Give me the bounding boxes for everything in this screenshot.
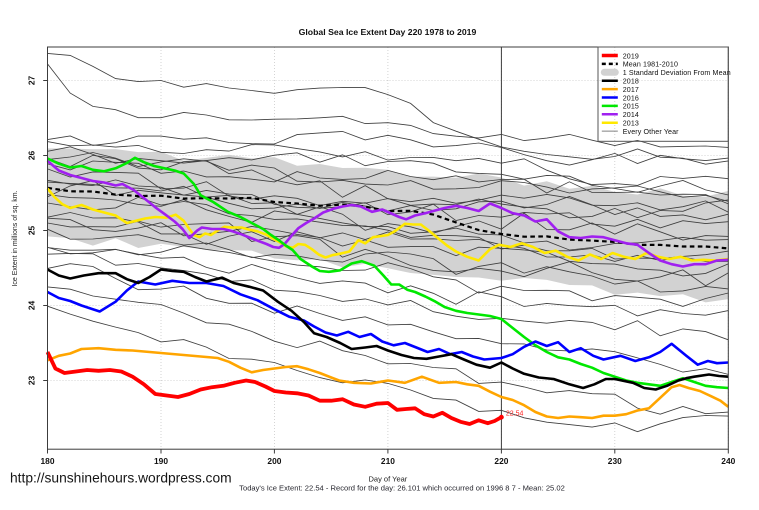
svg-text:26: 26: [27, 151, 37, 161]
svg-text:190: 190: [154, 456, 168, 466]
svg-text:2014: 2014: [623, 111, 639, 119]
svg-text:Ice Extent in millions of sq.: Ice Extent in millions of sq. km.: [12, 190, 19, 286]
svg-text:Day of Year: Day of Year: [369, 474, 408, 483]
svg-text:2018: 2018: [623, 78, 639, 86]
svg-text:2015: 2015: [623, 103, 639, 111]
svg-text:210: 210: [381, 456, 395, 466]
svg-text:200: 200: [267, 456, 281, 466]
svg-text:230: 230: [608, 456, 622, 466]
svg-text:Every Other Year: Every Other Year: [623, 128, 679, 136]
svg-text:2019: 2019: [623, 52, 639, 60]
svg-text:220: 220: [494, 456, 508, 466]
svg-text:http://sunshinehours.wordpress: http://sunshinehours.wordpress.com: [10, 471, 232, 486]
svg-text:240: 240: [721, 456, 735, 466]
svg-text:2016: 2016: [623, 94, 639, 102]
svg-text:2017: 2017: [623, 86, 639, 94]
svg-text:Global Sea Ice Extent Day 220: Global Sea Ice Extent Day 220 1978 to 20…: [299, 27, 477, 37]
svg-text:25: 25: [27, 226, 37, 236]
svg-text:1 Standard Deviation From Mean: 1 Standard Deviation From Mean: [623, 69, 731, 77]
svg-text:22.54: 22.54: [506, 411, 524, 418]
svg-text:Today's Ice Extent: 22.54 - R: Today's Ice Extent: 22.54 - Record for t…: [239, 484, 565, 493]
svg-text:2013: 2013: [623, 120, 639, 128]
svg-text:24: 24: [27, 301, 37, 311]
svg-text:Mean 1981-2010: Mean 1981-2010: [623, 61, 678, 69]
svg-text:23: 23: [27, 376, 37, 386]
svg-text:180: 180: [41, 456, 55, 466]
svg-text:27: 27: [27, 76, 37, 86]
